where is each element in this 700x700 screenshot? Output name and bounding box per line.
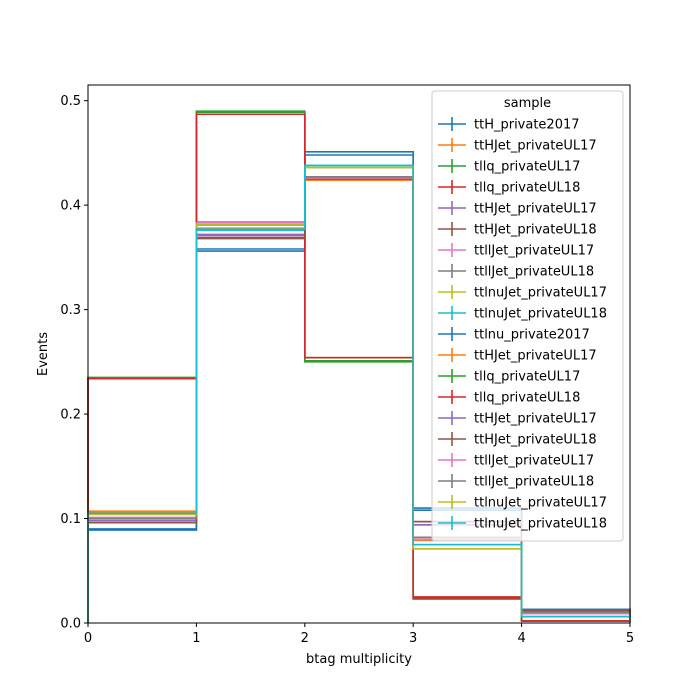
legend-label: ttlnuJet_privateUL18	[474, 307, 607, 322]
legend-entry: ttlnuJet_privateUL17	[438, 285, 607, 301]
legend-entry: ttllJet_privateUL17	[438, 243, 594, 259]
legend-label: ttH_private2017	[474, 118, 580, 133]
legend-label: ttHJet_privateUL18	[474, 223, 597, 238]
series-layer	[87, 110, 631, 623]
legend-label: ttHJet_privateUL17	[474, 349, 597, 364]
legend-entry: ttHJet_privateUL18	[438, 222, 597, 238]
legend-label: ttlnu_private2017	[474, 328, 590, 343]
legend-label: ttlnuJet_privateUL17	[474, 286, 607, 301]
y-tick-label: 0.5	[60, 94, 81, 109]
series-13	[87, 113, 631, 623]
x-tick-label: 0	[84, 631, 92, 646]
legend-label: ttHJet_privateUL17	[474, 412, 597, 427]
y-axis-label: Events	[36, 332, 51, 376]
legend-label: tllq_privateUL17	[474, 160, 580, 175]
series-17	[87, 176, 631, 623]
legend-entry: ttlnuJet_privateUL17	[438, 495, 607, 511]
legend-label: ttllJet_privateUL17	[474, 244, 594, 259]
y-tick-label: 0.0	[60, 617, 81, 632]
x-tick-label: 3	[409, 631, 417, 646]
legend-entry: tllq_privateUL17	[438, 369, 580, 385]
legend-entry: ttllJet_privateUL17	[438, 453, 594, 469]
x-tick-label: 5	[626, 631, 634, 646]
legend-entry: ttHJet_privateUL17	[438, 348, 597, 364]
legend-entry: ttH_private2017	[438, 117, 580, 133]
legend-entry: ttllJet_privateUL18	[438, 474, 594, 490]
histogram-step-line	[87, 177, 631, 623]
y-tick-label: 0.1	[60, 512, 81, 527]
x-tick-label: 4	[517, 631, 525, 646]
x-tick-label: 2	[301, 631, 309, 646]
legend-entry: tllq_privateUL18	[438, 390, 580, 406]
series-16	[87, 177, 631, 623]
x-axis-label: btag multiplicity	[306, 652, 412, 667]
axes-frame	[87, 84, 631, 624]
series-19	[87, 164, 631, 623]
legend-label: ttHJet_privateUL18	[474, 433, 597, 448]
legend-label: ttHJet_privateUL17	[474, 139, 597, 154]
y-tick-label: 0.3	[60, 303, 81, 318]
legend-label: ttlnuJet_privateUL18	[474, 517, 607, 532]
legend-entry: ttHJet_privateUL18	[438, 432, 597, 448]
legend: samplettH_private2017ttHJet_privateUL17t…	[431, 90, 624, 542]
axes-layer: 0 1 2 3 4 5 0.0 0.1 0.2 0.3 0.4 0.5	[60, 84, 634, 646]
legend-entry: tllq_privateUL18	[438, 180, 580, 196]
series-10	[87, 154, 631, 623]
legend-entry: ttllJet_privateUL18	[438, 264, 594, 280]
series-15	[87, 178, 631, 623]
legend-title: sample	[504, 96, 551, 111]
y-tick-label: 0.2	[60, 408, 81, 423]
y-tick-label: 0.4	[60, 199, 81, 214]
legend-label: ttllJet_privateUL18	[474, 265, 594, 280]
legend-label: tllq_privateUL18	[474, 391, 580, 406]
histogram-step-line	[87, 164, 631, 623]
histogram-step-line	[87, 176, 631, 623]
legend-entry: ttHJet_privateUL17	[438, 138, 597, 154]
legend-entry: ttlnu_private2017	[438, 327, 590, 343]
histogram-step-line	[87, 178, 631, 623]
legend-label: ttlnuJet_privateUL17	[474, 496, 607, 511]
histogram-step-line	[87, 154, 631, 623]
histogram-step-line	[87, 113, 631, 623]
legend-label: ttllJet_privateUL18	[474, 475, 594, 490]
legend-entry: tllq_privateUL17	[438, 159, 580, 175]
legend-label: tllq_privateUL18	[474, 181, 580, 196]
x-tick-label: 1	[192, 631, 200, 646]
legend-entry: ttlnuJet_privateUL18	[438, 306, 607, 322]
legend-entry: ttHJet_privateUL17	[438, 201, 597, 217]
legend-entry: ttHJet_privateUL17	[438, 411, 597, 427]
legend-label: ttHJet_privateUL17	[474, 202, 597, 217]
legend-label: ttllJet_privateUL17	[474, 454, 594, 469]
legend-box	[431, 90, 624, 542]
legend-entry: ttlnuJet_privateUL18	[438, 516, 607, 532]
legend-label: tllq_privateUL17	[474, 370, 580, 385]
